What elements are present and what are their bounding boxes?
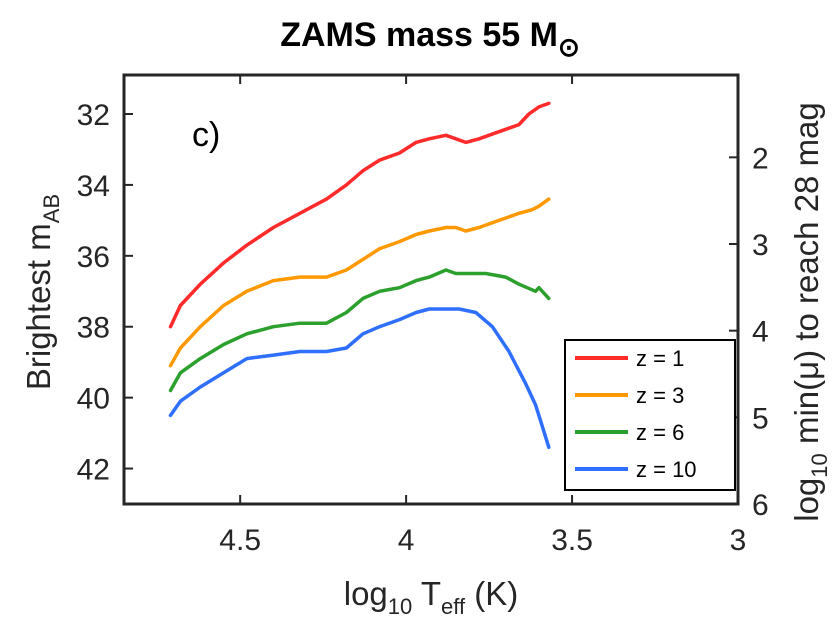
x-axis-label: log10 Teff (K) (344, 575, 519, 619)
x-tick-label: 3.5 (551, 524, 593, 557)
x-tick-label: 4 (398, 524, 415, 557)
y-tick-label: 32 (77, 99, 110, 132)
legend: z = 1 z = 3 z = 6 z = 10 (564, 339, 736, 491)
chart-title-sun-symbol: ⊙ (558, 32, 580, 62)
chart-title-main: ZAMS mass 55 M (280, 16, 558, 54)
series-line-0 (168, 101, 551, 329)
series-line-3 (168, 307, 551, 450)
legend-label-z3: z = 3 (636, 383, 684, 408)
legend-box (564, 339, 736, 491)
y-tick-label: 40 (77, 383, 110, 416)
y2-tick-label: 2 (752, 142, 769, 175)
legend-label-z6: z = 6 (636, 420, 684, 445)
y-tick-label: 38 (77, 312, 110, 345)
y2-tick-label: 5 (752, 402, 769, 435)
panel-label: c) (192, 116, 220, 154)
series-lines (168, 101, 551, 450)
y-tick-label: 36 (77, 241, 110, 274)
x-tick-label: 3 (730, 524, 747, 557)
y2-tick-label: 3 (752, 229, 769, 262)
y2-tick-label: 4 (752, 316, 769, 349)
y2-tick-label: 6 (752, 489, 769, 522)
series-line-1 (168, 197, 551, 368)
y-tick-label: 42 (77, 454, 110, 487)
series-line-2 (168, 268, 551, 393)
legend-label-z1: z = 1 (636, 346, 684, 371)
legend-label-z10: z = 10 (636, 457, 697, 482)
y-axis-label: Brightest mAB (20, 194, 64, 390)
x-tick-label: 4.5 (219, 524, 261, 557)
plot-area (122, 73, 740, 506)
y-tick-label: 34 (77, 170, 110, 203)
y2-axis-label: log10 min(μ) to reach 28 mag (788, 102, 832, 522)
chart-title: ZAMS mass 55 M⊙ (280, 16, 580, 62)
